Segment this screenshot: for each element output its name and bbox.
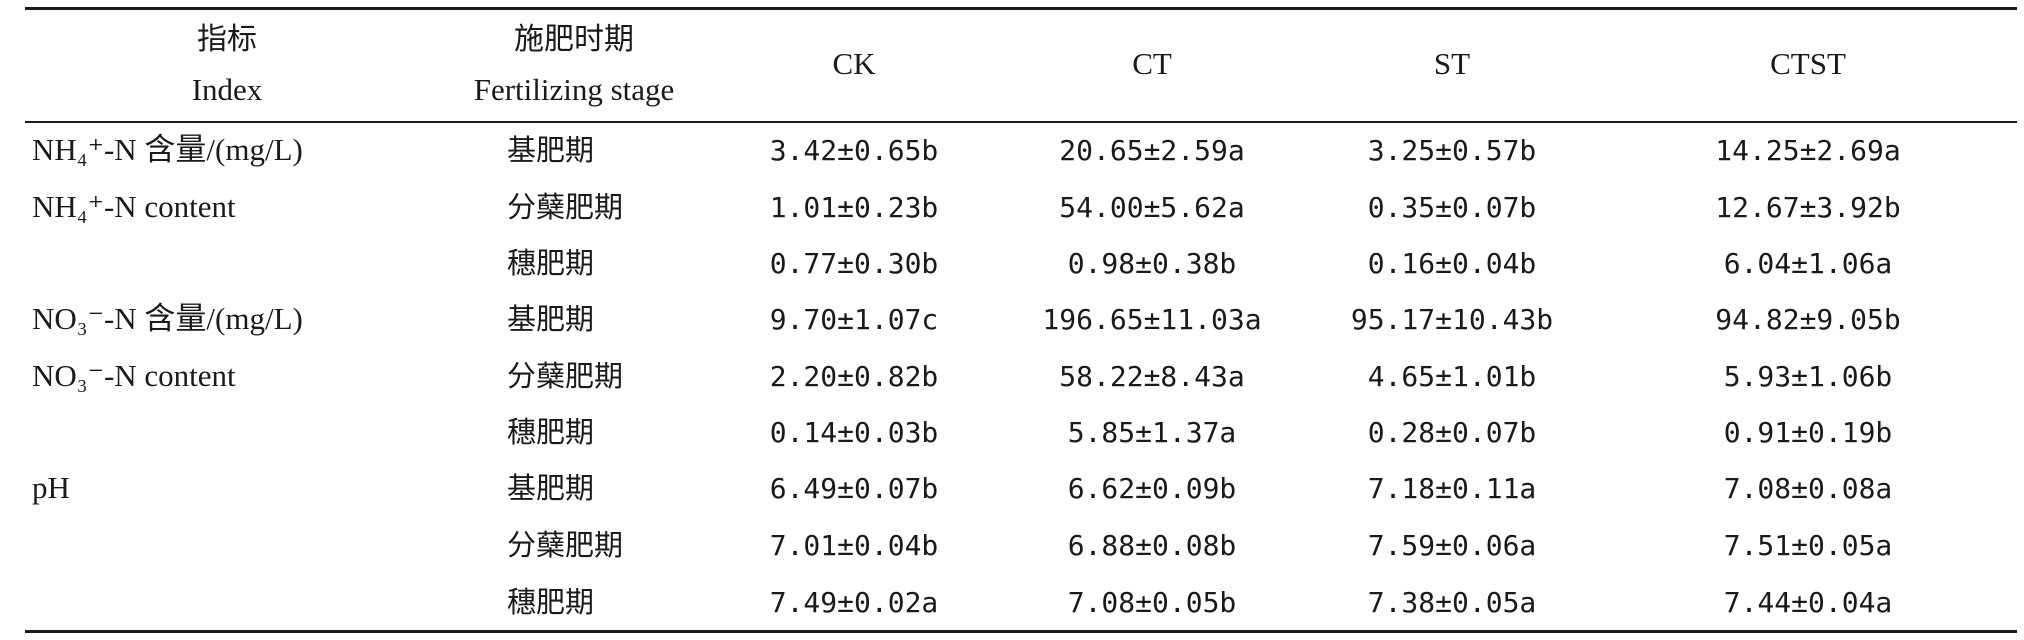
cell-ctst: 7.08±0.08a — [1723, 472, 1893, 505]
cell-st: 7.59±0.06a — [1367, 529, 1537, 562]
row-stage: 分蘖肥期 — [507, 359, 624, 393]
cell-ct: 0.98±0.38b — [1067, 247, 1237, 280]
cell-ck: 7.01±0.04b — [769, 529, 939, 562]
row-stage: 基肥期 — [507, 471, 595, 505]
cell-ctst: 0.91±0.19b — [1723, 416, 1893, 449]
cell-ck: 0.14±0.03b — [769, 416, 939, 449]
index-nh4-cn: NH₄⁺-N 含量/(mg/L) — [32, 132, 303, 167]
cell-st: 0.16±0.04b — [1367, 247, 1537, 280]
cell-st: 4.65±1.01b — [1367, 360, 1537, 393]
row-stage: 分蘖肥期 — [507, 190, 624, 224]
cell-ctst: 94.82±9.05b — [1715, 303, 1901, 336]
header-rule — [25, 121, 2017, 123]
index-nh4-en: NH₄⁺-N content — [32, 189, 236, 224]
cell-ct: 6.62±0.09b — [1067, 472, 1237, 505]
cell-ck: 3.42±0.65b — [769, 134, 939, 167]
cell-ct: 54.00±5.62a — [1059, 191, 1245, 224]
cell-st: 3.25±0.57b — [1367, 134, 1537, 167]
row-stage: 基肥期 — [507, 133, 595, 167]
cell-ctst: 14.25±2.69a — [1715, 134, 1901, 167]
cell-ct: 6.88±0.08b — [1067, 529, 1237, 562]
row-stage: 穗肥期 — [507, 415, 595, 449]
header-stage-en: Fertilizing stage — [473, 72, 675, 107]
cell-st: 0.35±0.07b — [1367, 191, 1537, 224]
cell-ctst: 5.93±1.06b — [1723, 360, 1893, 393]
cell-ck: 0.77±0.30b — [769, 247, 939, 280]
row-stage: 穗肥期 — [507, 246, 595, 280]
header-ctst: CTST — [1770, 46, 1846, 81]
cell-ct: 58.22±8.43a — [1059, 360, 1245, 393]
cell-st: 0.28±0.07b — [1367, 416, 1537, 449]
header-ct: CT — [1132, 46, 1172, 81]
row-stage: 基肥期 — [507, 302, 595, 336]
cell-ctst: 6.04±1.06a — [1723, 247, 1893, 280]
bottom-rule — [25, 630, 2017, 633]
header-ck: CK — [832, 46, 876, 81]
cell-st: 7.18±0.11a — [1367, 472, 1537, 505]
cell-ctst: 12.67±3.92b — [1715, 191, 1901, 224]
cell-ct: 7.08±0.05b — [1067, 586, 1237, 619]
top-rule — [25, 7, 2017, 10]
row-stage: 穗肥期 — [507, 585, 595, 619]
header-stage-cn: 施肥时期 — [514, 22, 634, 57]
row-stage: 分蘖肥期 — [507, 528, 624, 562]
cell-st: 7.38±0.05a — [1367, 586, 1537, 619]
header-index: 指标 Index — [192, 15, 263, 115]
header-st: ST — [1433, 46, 1471, 81]
cell-ctst: 7.51±0.05a — [1723, 529, 1893, 562]
cell-ck: 1.01±0.23b — [769, 191, 939, 224]
cell-ct: 196.65±11.03a — [1042, 303, 1262, 336]
cell-st: 95.17±10.43b — [1350, 303, 1554, 336]
cell-ck: 7.49±0.02a — [769, 586, 939, 619]
cell-ctst: 7.44±0.04a — [1723, 586, 1893, 619]
header-index-en: Index — [191, 72, 263, 107]
index-no3-en: NO₃⁻-N content — [32, 358, 236, 393]
cell-ck: 6.49±0.07b — [769, 472, 939, 505]
index-ph: pH — [32, 470, 70, 505]
header-index-cn: 指标 — [197, 22, 257, 57]
cell-ct: 20.65±2.59a — [1059, 134, 1245, 167]
index-no3-cn: NO₃⁻-N 含量/(mg/L) — [32, 301, 303, 336]
cell-ct: 5.85±1.37a — [1067, 416, 1237, 449]
header-stage: 施肥时期 Fertilizing stage — [474, 15, 675, 115]
cell-ck: 9.70±1.07c — [769, 303, 939, 336]
cell-ck: 2.20±0.82b — [769, 360, 939, 393]
